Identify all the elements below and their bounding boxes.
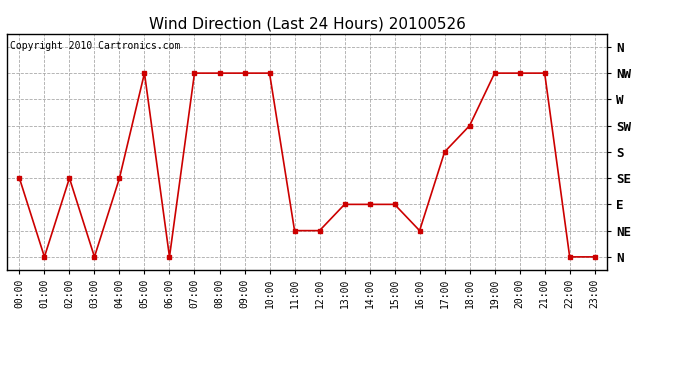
Title: Wind Direction (Last 24 Hours) 20100526: Wind Direction (Last 24 Hours) 20100526 [148, 16, 466, 31]
Text: Copyright 2010 Cartronics.com: Copyright 2010 Cartronics.com [10, 41, 180, 51]
